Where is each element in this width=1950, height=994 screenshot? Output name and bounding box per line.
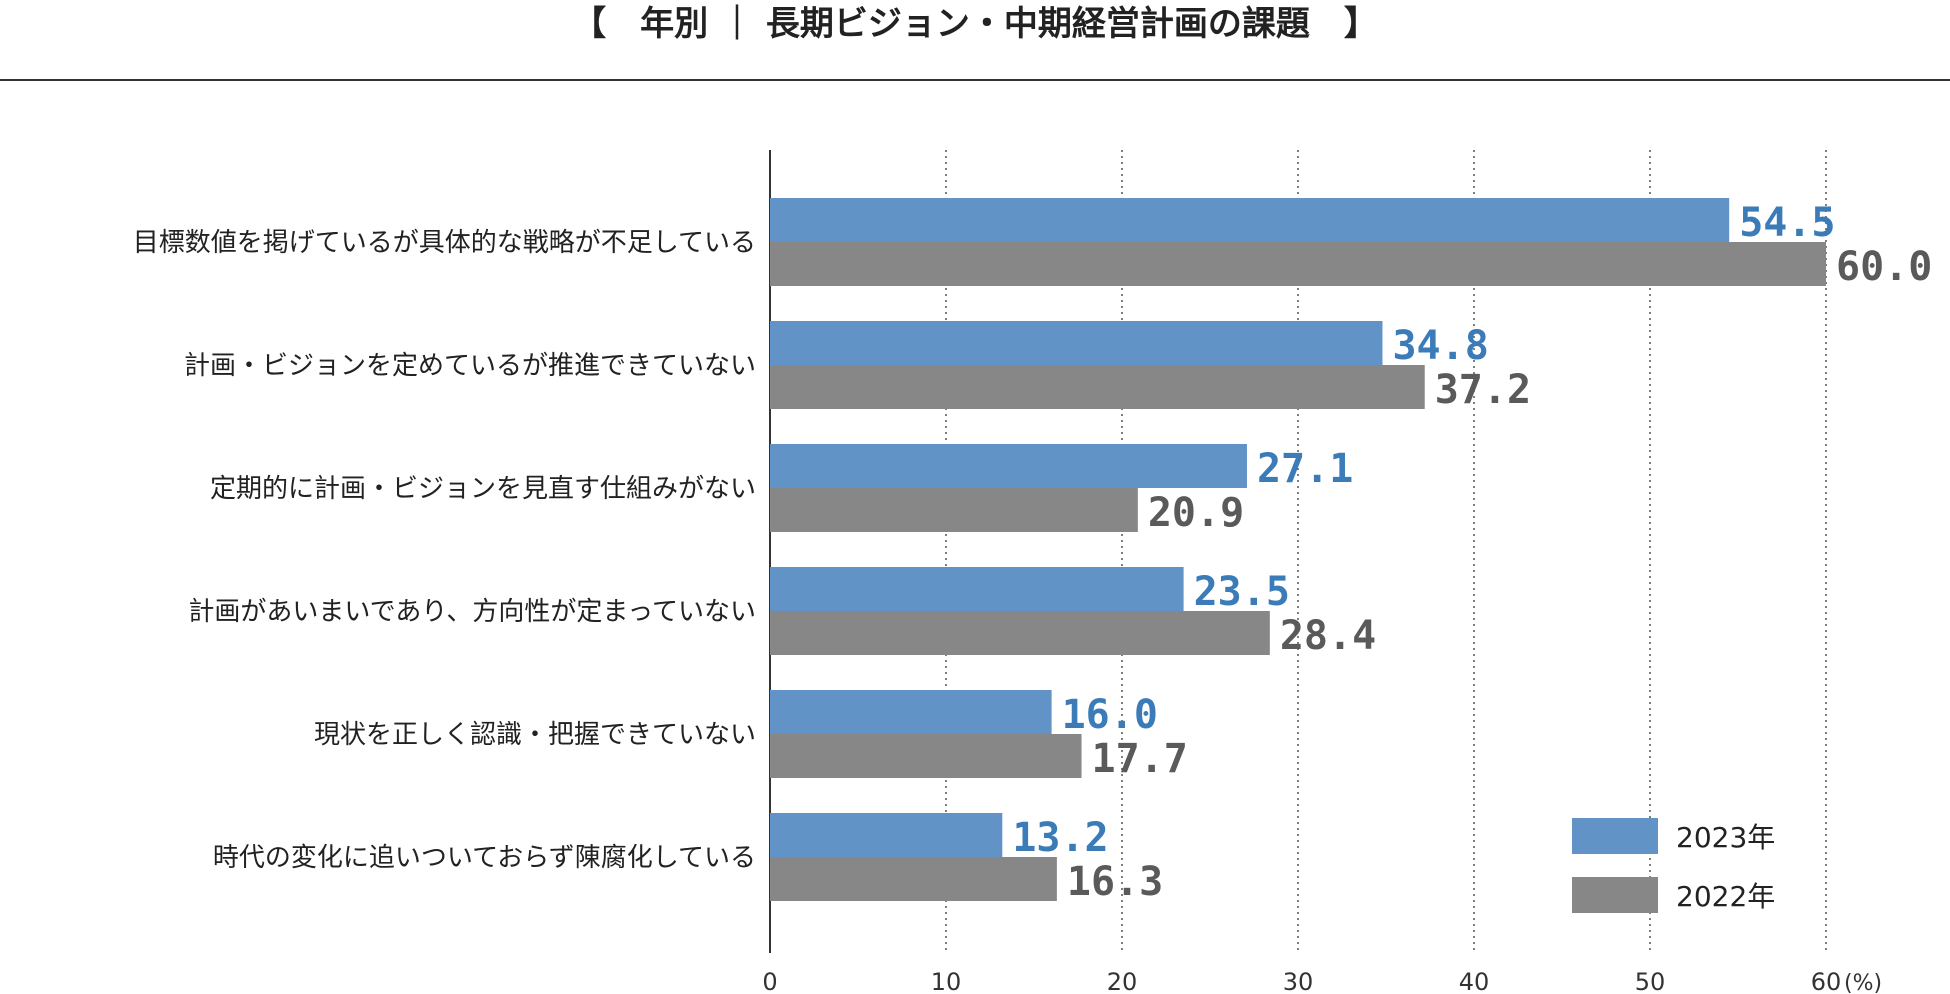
bar xyxy=(770,488,1138,532)
x-tick-label: 50 xyxy=(1635,968,1666,994)
bar xyxy=(770,567,1184,611)
bar xyxy=(770,734,1082,778)
x-tick-label: 0 xyxy=(762,968,777,994)
value-label: 28.4 xyxy=(1280,613,1376,659)
value-label: 23.5 xyxy=(1194,569,1290,615)
x-tick-label: 40 xyxy=(1459,968,1490,994)
value-label: 13.2 xyxy=(1012,815,1108,861)
bar xyxy=(770,242,1826,286)
legend-label: 2022年 xyxy=(1676,880,1775,913)
x-tick-label: 60 xyxy=(1811,968,1842,994)
value-label: 34.8 xyxy=(1392,323,1488,369)
bar xyxy=(770,813,1003,857)
legend-label: 2023年 xyxy=(1676,821,1775,854)
bar xyxy=(770,690,1052,734)
category-label: 計画があいまいであり、方向性が定まっていない xyxy=(188,597,756,627)
value-label: 16.3 xyxy=(1067,859,1163,905)
chart-title: 【 年別 ｜ 長期ビジョン・中期経営計画の課題 】 xyxy=(572,4,1378,44)
value-label: 16.0 xyxy=(1062,692,1158,738)
value-label: 20.9 xyxy=(1148,490,1244,536)
bar xyxy=(770,444,1247,488)
value-label: 17.7 xyxy=(1092,736,1188,782)
category-label: 目標数値を掲げているが具体的な戦略が不足している xyxy=(133,228,756,258)
bar xyxy=(770,321,1383,365)
value-label: 54.5 xyxy=(1739,200,1835,246)
category-label: 定期的に計画・ビジョンを見直す仕組みがない xyxy=(210,474,756,504)
title-divider xyxy=(0,79,1950,81)
category-label: 計画・ビジョンを定めているが推進できていない xyxy=(184,351,756,381)
legend-swatch xyxy=(1572,818,1658,854)
x-unit-label: (%) xyxy=(1844,971,1882,994)
x-tick-label: 10 xyxy=(931,968,962,994)
bar xyxy=(770,857,1057,901)
value-label: 60.0 xyxy=(1836,244,1932,290)
x-tick-label: 30 xyxy=(1283,968,1314,994)
category-label: 時代の変化に追いついておらず陳腐化している xyxy=(213,843,756,873)
x-tick-label: 20 xyxy=(1107,968,1138,994)
bar xyxy=(770,198,1730,242)
value-label: 27.1 xyxy=(1257,446,1353,492)
bar xyxy=(770,611,1270,655)
category-label: 現状を正しく認識・把握できていない xyxy=(314,720,756,750)
legend-swatch xyxy=(1572,877,1658,913)
bar xyxy=(770,365,1425,409)
value-label: 37.2 xyxy=(1435,367,1531,413)
